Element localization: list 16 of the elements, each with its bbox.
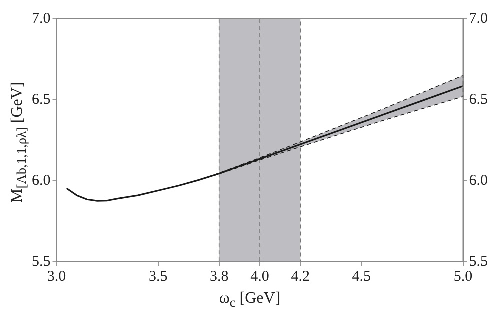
- y2-tick-label: 6.0: [469, 172, 488, 189]
- x-tick-label: 4.0: [250, 268, 270, 285]
- y-tick-label: 7.0: [32, 10, 51, 27]
- y-tick-label: 6.5: [32, 92, 51, 108]
- x-tick-label: 5.0: [454, 268, 473, 285]
- y2-tick-label: 5.5: [469, 254, 488, 270]
- x-tick-label: 4.2: [291, 268, 310, 285]
- y-tick-label: 6.0: [32, 172, 51, 189]
- x-tick-label: 3.5: [149, 268, 168, 285]
- y-tick-label: 5.5: [32, 254, 51, 270]
- x-axis-title: ω$_{c}$ [GeV]: [218, 290, 282, 312]
- x-tick-label: 4.5: [352, 268, 371, 285]
- y2-tick-label: 7.0: [469, 10, 488, 27]
- x-tick-label: 3.8: [210, 268, 229, 285]
- y2-tick-label: 6.5: [469, 92, 488, 108]
- x-tick-label: 3.0: [47, 268, 66, 285]
